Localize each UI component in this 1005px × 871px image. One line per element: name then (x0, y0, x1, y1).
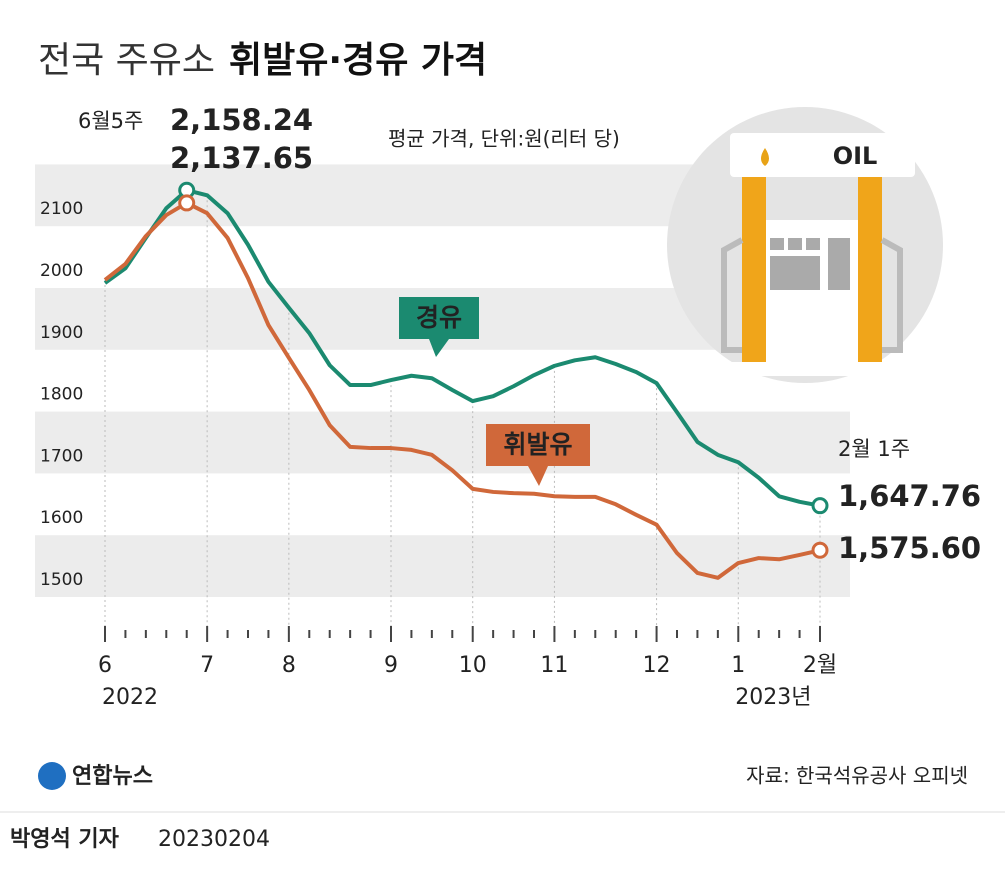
title-bold: 휘발유·경유 가격 (229, 40, 487, 81)
value-label: 2,158.24 (170, 103, 313, 137)
x-sublabel: 2022 (102, 685, 158, 710)
y-tick-label: 2100 (40, 199, 83, 219)
source: 자료: 한국석유공사 오피넷 (746, 764, 968, 788)
value-label: 2,137.65 (170, 141, 313, 175)
byline: 박영석 기자 (10, 827, 120, 852)
logo-mark (38, 762, 66, 790)
x-tick-label: 9 (384, 653, 398, 678)
icon-window (788, 238, 802, 250)
subtitle: 평균 가격, 단위:원(리터 당) (388, 127, 620, 151)
x-tick-label: 6 (98, 653, 112, 678)
x-tick-label: 12 (643, 653, 671, 678)
icon-text: OIL (833, 142, 878, 170)
plot: 6 2022 7 8 9 10 11 12 1 2023년 2월 2,158.24 1,647.76 2,… (78, 103, 981, 710)
x-tick-label: 7 (200, 653, 214, 678)
icon-drop (761, 148, 769, 166)
value-label: 1,647.76 (838, 479, 981, 513)
legend-label: 휘발유 (503, 430, 572, 459)
y-tick-label: 1500 (40, 570, 83, 590)
x-tick-label: 10 (459, 653, 487, 678)
grid-band (35, 535, 850, 597)
x-tick-label: 8 (282, 653, 296, 678)
annotation: 2월 1주 (838, 437, 910, 461)
icon-door (828, 238, 850, 290)
x-tick-label: 2월 (803, 653, 837, 678)
icon-window (806, 238, 820, 250)
date: 20230204 (158, 827, 270, 852)
legend-label: 경유 (416, 303, 462, 332)
series-line (103, 200, 821, 580)
y-tick-label: 1800 (40, 385, 83, 405)
y-tick-label: 1700 (40, 446, 83, 466)
value-label: 1,575.60 (838, 531, 981, 565)
title-light: 전국 주유소 (38, 40, 215, 81)
icon-sign (730, 133, 915, 177)
highlight-point (811, 541, 829, 559)
x-tick-label: 11 (540, 653, 568, 678)
gas-station-icon: OIL (667, 107, 943, 383)
y-tick-label: 1600 (40, 508, 83, 528)
icon-window (770, 238, 784, 250)
highlight-point (178, 194, 196, 212)
legend-callout (486, 424, 590, 486)
x-sublabel: 2023년 (735, 685, 811, 710)
series-line (103, 188, 821, 508)
x-tick-label: 1 (731, 653, 745, 678)
y-tick-label: 2000 (40, 261, 83, 281)
highlight-point (811, 497, 829, 515)
icon-base (722, 362, 902, 376)
chart-title: 전국 주유소 휘발유·경유 가격 (38, 40, 487, 81)
icon-pillar (858, 177, 882, 362)
y-tick-label: 1900 (40, 323, 83, 343)
logo: 연합뉴스 (72, 763, 153, 789)
legend-callout (399, 297, 479, 357)
icon-hose (721, 237, 903, 353)
icon-pillar (742, 177, 766, 362)
annotation: 6월5주 (78, 109, 143, 133)
icon-window (770, 256, 820, 290)
